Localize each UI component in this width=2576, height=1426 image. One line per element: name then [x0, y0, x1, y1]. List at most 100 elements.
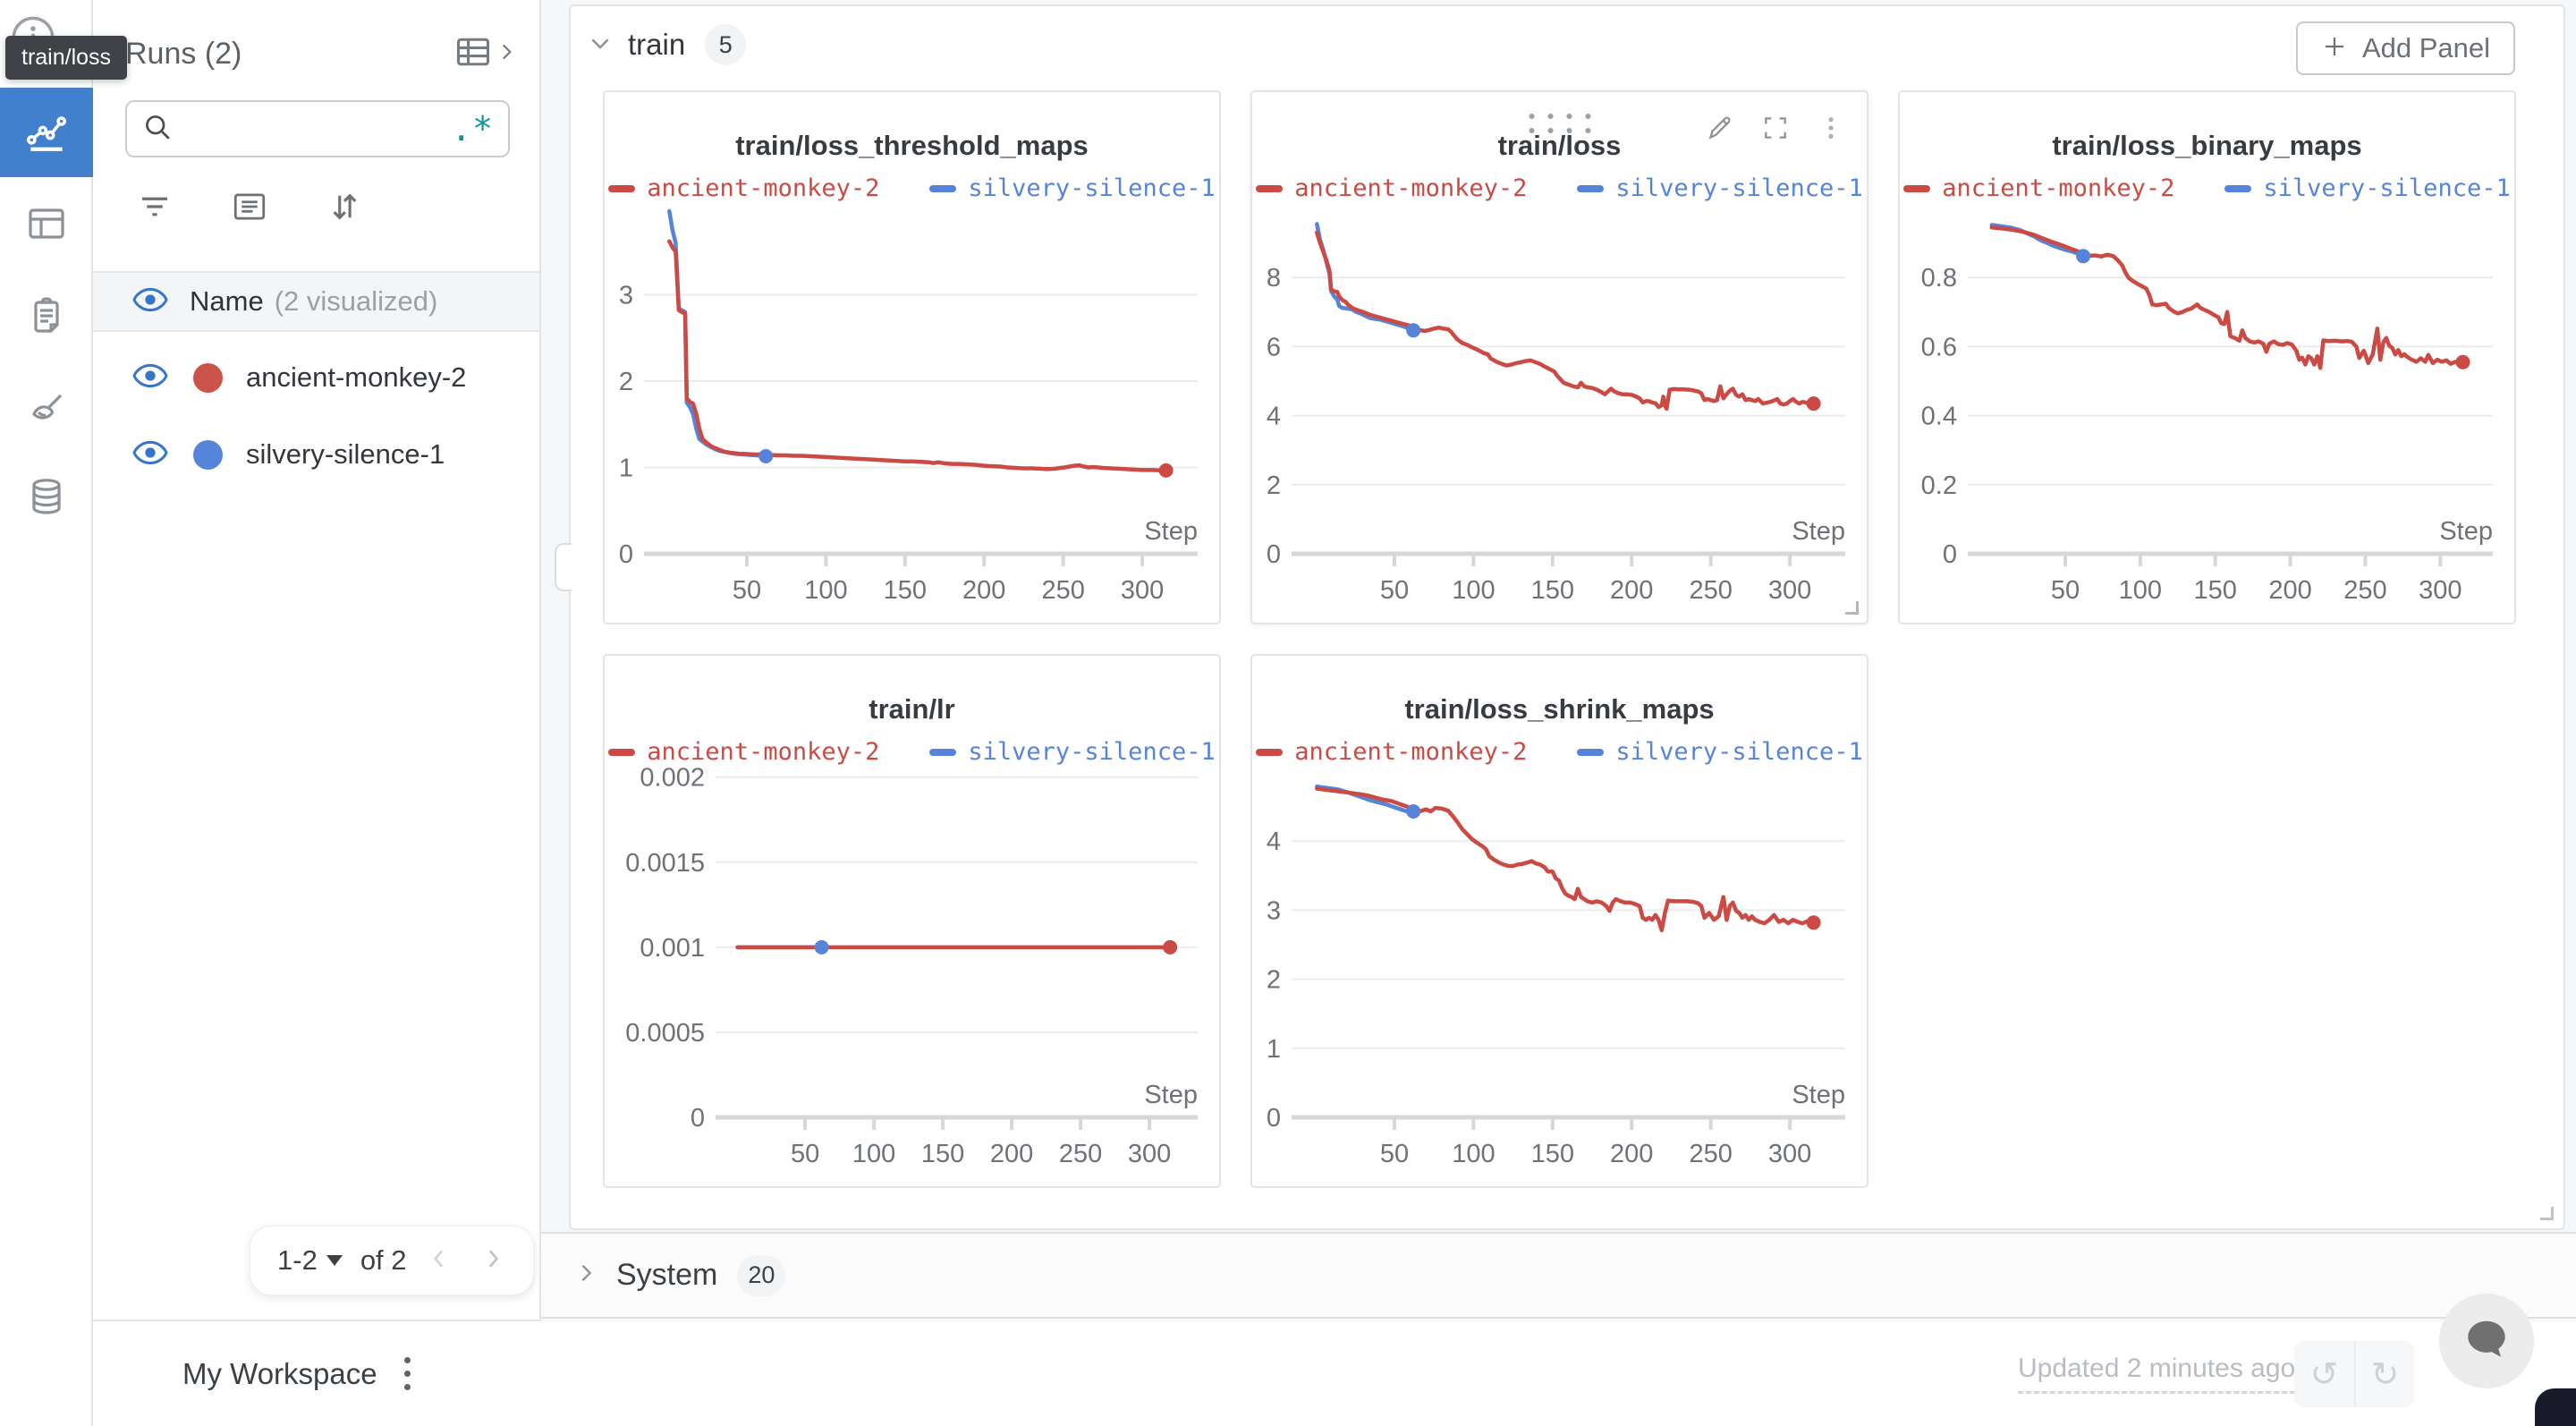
- chevron-down-icon: [587, 30, 614, 61]
- undo-button[interactable]: ↺: [2309, 1355, 2339, 1394]
- legend-swatch: [2224, 184, 2252, 192]
- column-name-label: Name: [190, 285, 264, 317]
- svg-text:200: 200: [990, 1140, 1033, 1168]
- kebab-menu-icon[interactable]: [1817, 114, 1845, 142]
- section-title: train: [628, 28, 686, 61]
- svg-text:0.0015: 0.0015: [625, 849, 705, 878]
- svg-text:200: 200: [1610, 1140, 1653, 1168]
- regex-toggle-icon[interactable]: .*: [451, 109, 494, 149]
- svg-text:100: 100: [804, 576, 847, 605]
- svg-text:0: 0: [691, 1104, 705, 1133]
- chart-plot: 50 100 150 200 250 300 0 0.0005 0.001 0.0015 0.002…: [625, 764, 1198, 1168]
- page-range-label[interactable]: 1-2: [277, 1244, 318, 1276]
- visibility-toggle[interactable]: [132, 363, 168, 393]
- panel-resize-handle[interactable]: [1845, 601, 1859, 615]
- system-section-bar[interactable]: System 20: [541, 1232, 2576, 1319]
- legend-item[interactable]: ancient-monkey-2: [1256, 738, 1527, 766]
- svg-text:250: 250: [1041, 576, 1084, 605]
- legend-run-name: silvery-silence-1: [2263, 174, 2511, 202]
- legend-item[interactable]: silvery-silence-1: [1577, 174, 1863, 202]
- nav-runs-table[interactable]: [0, 179, 93, 268]
- legend-run-name: silvery-silence-1: [968, 174, 1216, 202]
- svg-text:150: 150: [884, 576, 927, 605]
- run-row[interactable]: ancient-monkey-2: [93, 339, 539, 416]
- fullscreen-icon[interactable]: [1761, 114, 1790, 142]
- chart-panel-loss_shrink_maps[interactable]: train/loss_shrink_maps ancient-monkey-2 si…: [1250, 654, 1868, 1188]
- svg-text:4: 4: [1267, 403, 1281, 431]
- run-color-dot: [193, 362, 223, 393]
- svg-text:100: 100: [1452, 1140, 1495, 1168]
- nav-artifacts[interactable]: [0, 452, 93, 541]
- svg-text:2: 2: [1267, 966, 1281, 995]
- edit-panel-pencil-icon[interactable]: [1706, 114, 1734, 142]
- svg-text:250: 250: [2343, 576, 2386, 605]
- svg-text:6: 6: [1267, 333, 1281, 361]
- chart-panel-lr[interactable]: train/lr ancient-monkey-2 silvery-silence-…: [603, 654, 1221, 1188]
- add-panel-button[interactable]: Add Panel: [2295, 21, 2515, 75]
- train-section-header[interactable]: train 5: [587, 24, 747, 65]
- run-row[interactable]: silvery-silence-1: [93, 416, 539, 493]
- legend-item[interactable]: ancient-monkey-2: [608, 174, 879, 202]
- chart-title: train/loss_threshold_maps: [735, 130, 1089, 161]
- chat-support-button[interactable]: [2439, 1294, 2534, 1388]
- group-list-icon[interactable]: [231, 188, 268, 230]
- filter-icon[interactable]: [136, 188, 174, 230]
- svg-text:100: 100: [852, 1140, 895, 1168]
- add-panel-label: Add Panel: [2361, 32, 2490, 64]
- legend-item[interactable]: silvery-silence-1: [929, 738, 1216, 766]
- redo-button[interactable]: ↻: [2354, 1341, 2414, 1407]
- svg-text:0.4: 0.4: [1921, 403, 1957, 431]
- prev-page-button[interactable]: [426, 1244, 453, 1278]
- panel-collapse-handle[interactable]: [555, 543, 572, 591]
- legend-item[interactable]: silvery-silence-1: [2224, 174, 2511, 202]
- chart-panel-loss_threshold_maps[interactable]: train/loss_threshold_maps ancient-monkey-…: [603, 90, 1221, 624]
- chart-panel-loss[interactable]: train/loss ancient-monkey-2 silvery-silenc…: [1250, 90, 1868, 624]
- section-title: System: [616, 1258, 718, 1292]
- legend-run-name: ancient-monkey-2: [647, 738, 880, 766]
- section-resize-handle[interactable]: [2540, 1207, 2554, 1220]
- svg-text:200: 200: [2268, 576, 2311, 605]
- visibility-toggle[interactable]: [132, 440, 168, 470]
- chart-title: train/loss_shrink_maps: [1404, 693, 1715, 725]
- svg-text:250: 250: [1689, 576, 1732, 605]
- nav-sweeps[interactable]: [0, 365, 93, 454]
- svg-text:0.002: 0.002: [640, 764, 705, 793]
- svg-text:1: 1: [1267, 1035, 1281, 1064]
- workspace-title[interactable]: My Workspace: [182, 1356, 377, 1390]
- legend-item[interactable]: ancient-monkey-2: [608, 738, 879, 766]
- legend-item[interactable]: silvery-silence-1: [1577, 738, 1863, 766]
- runs-search-input[interactable]: [186, 115, 452, 143]
- svg-text:50: 50: [791, 1140, 819, 1168]
- expand-runs-table-button[interactable]: [453, 32, 518, 76]
- svg-text:300: 300: [1121, 576, 1164, 605]
- line-chart-icon: [24, 110, 69, 155]
- broom-icon: [25, 388, 68, 431]
- chart-panel-loss_binary_maps[interactable]: train/loss_binary_maps ancient-monkey-2 si…: [1898, 90, 2516, 624]
- legend-swatch: [608, 748, 636, 756]
- visibility-all-toggle[interactable]: [132, 287, 168, 317]
- svg-text:3: 3: [619, 282, 633, 310]
- svg-text:0.0005: 0.0005: [625, 1019, 705, 1048]
- svg-text:0.2: 0.2: [1921, 471, 1957, 500]
- history-controls: ↺ ↻: [2294, 1341, 2414, 1407]
- legend-item[interactable]: ancient-monkey-2: [1903, 174, 2174, 202]
- nav-charts-workspace[interactable]: [0, 88, 93, 177]
- chart-legend: ancient-monkey-2 silvery-silence-1: [605, 174, 1219, 202]
- drag-handle-icon[interactable]: [1529, 114, 1590, 133]
- legend-item[interactable]: ancient-monkey-2: [1256, 174, 1527, 202]
- pagination: 1-2 of 2: [250, 1226, 534, 1295]
- legend-swatch: [1256, 748, 1284, 756]
- nav-logs[interactable]: [0, 271, 93, 361]
- chart-legend: ancient-monkey-2 silvery-silence-1: [1252, 738, 1867, 766]
- legend-run-name: silvery-silence-1: [1615, 738, 1863, 766]
- svg-text:50: 50: [1380, 1140, 1409, 1168]
- next-page-button[interactable]: [479, 1244, 506, 1278]
- workspace-menu-kebab-icon[interactable]: [403, 1357, 411, 1390]
- sort-icon[interactable]: [326, 188, 363, 230]
- svg-text:50: 50: [733, 576, 761, 605]
- legend-swatch: [608, 184, 636, 192]
- legend-item[interactable]: silvery-silence-1: [929, 174, 1216, 202]
- chat-bubble-icon: [2462, 1315, 2511, 1368]
- chevron-down-icon[interactable]: [326, 1255, 343, 1266]
- svg-text:2: 2: [619, 368, 633, 396]
